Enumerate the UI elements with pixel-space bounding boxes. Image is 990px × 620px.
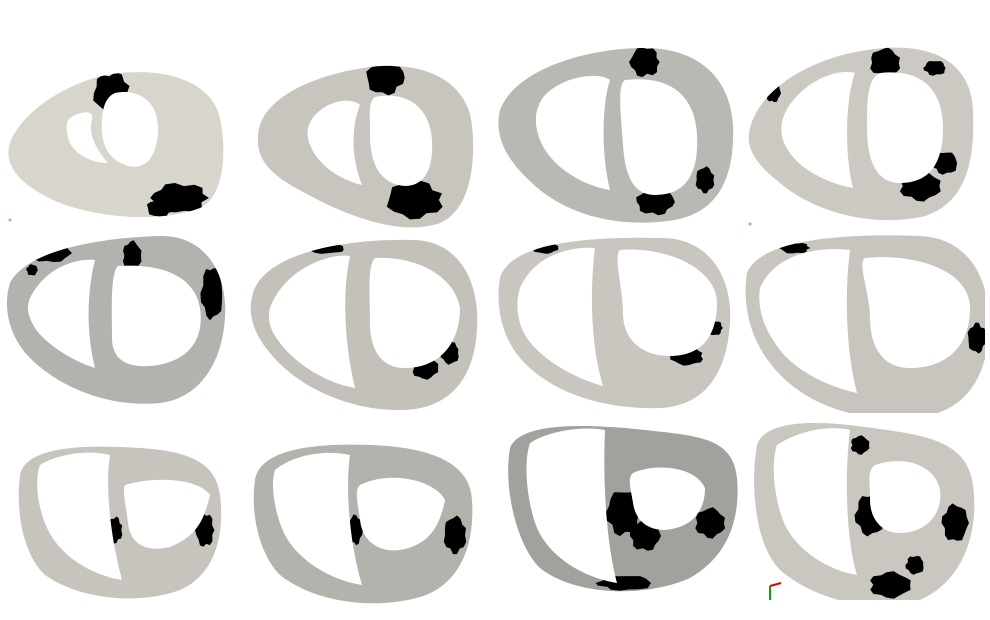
scar-region [695, 507, 725, 539]
scar-region [26, 264, 38, 276]
slice-image [18, 446, 222, 599]
scar-region [967, 322, 985, 354]
heart-slice-r2-c2 [245, 228, 485, 413]
myocardium-tissue [250, 239, 478, 411]
slice-image [253, 444, 473, 604]
orientation-axes-icon [769, 582, 782, 600]
scar-region [123, 240, 142, 272]
scar-region [923, 61, 946, 76]
scar-region [443, 515, 467, 555]
slice-image [6, 235, 226, 404]
scar-region [629, 48, 660, 78]
heart-slice-r3-c2 [250, 435, 490, 620]
slice-image [745, 235, 985, 413]
scar-region [695, 166, 715, 194]
scar-region [905, 556, 924, 575]
heart-slice-r3-c3 [505, 418, 745, 603]
scar-region [870, 571, 911, 599]
heart-slice-r1-c3 [495, 40, 735, 225]
scar-region [707, 320, 723, 335]
scar-region [605, 492, 639, 537]
scar-region [850, 435, 870, 455]
myocardium-tissue [6, 235, 226, 404]
scar-region [870, 47, 900, 79]
heart-slice-r3-c4 [745, 415, 985, 600]
heart-slice-r1-c2 [250, 45, 490, 230]
heart-slice-r1-c1 [0, 48, 240, 233]
myocardium-tissue [745, 235, 985, 413]
scar-region [146, 198, 174, 218]
slice-image [754, 423, 975, 600]
myocardium-tissue [498, 237, 731, 409]
slice-image [748, 47, 974, 221]
slice-image [250, 239, 478, 411]
scar-region [941, 503, 969, 541]
scar-region [273, 246, 289, 261]
slice-image [508, 425, 738, 592]
slice-image [498, 48, 734, 223]
slice-image [257, 65, 474, 228]
heart-slice-r2-c1 [0, 228, 240, 413]
myocardium-tissue [18, 446, 222, 599]
myocardium-tissue [498, 48, 734, 223]
myocardium-tissue [8, 72, 224, 218]
heart-slice-r2-c4 [745, 228, 985, 413]
myocardium-tissue [257, 65, 474, 228]
myocardium-tissue [748, 47, 974, 221]
heart-slice-r1-c4 [745, 38, 985, 223]
scar-region [636, 188, 675, 216]
orientation-mark-icon [8, 218, 12, 222]
heart-slice-r3-c1 [10, 435, 250, 620]
slice-image [8, 72, 224, 218]
slice-image [498, 237, 731, 409]
scar-region [200, 268, 223, 321]
heart-slice-r2-c3 [495, 228, 735, 413]
scar-region [386, 180, 443, 220]
myocardium-tissue [253, 444, 473, 604]
orientation-mark-icon [748, 222, 752, 226]
scar-region [366, 65, 405, 96]
